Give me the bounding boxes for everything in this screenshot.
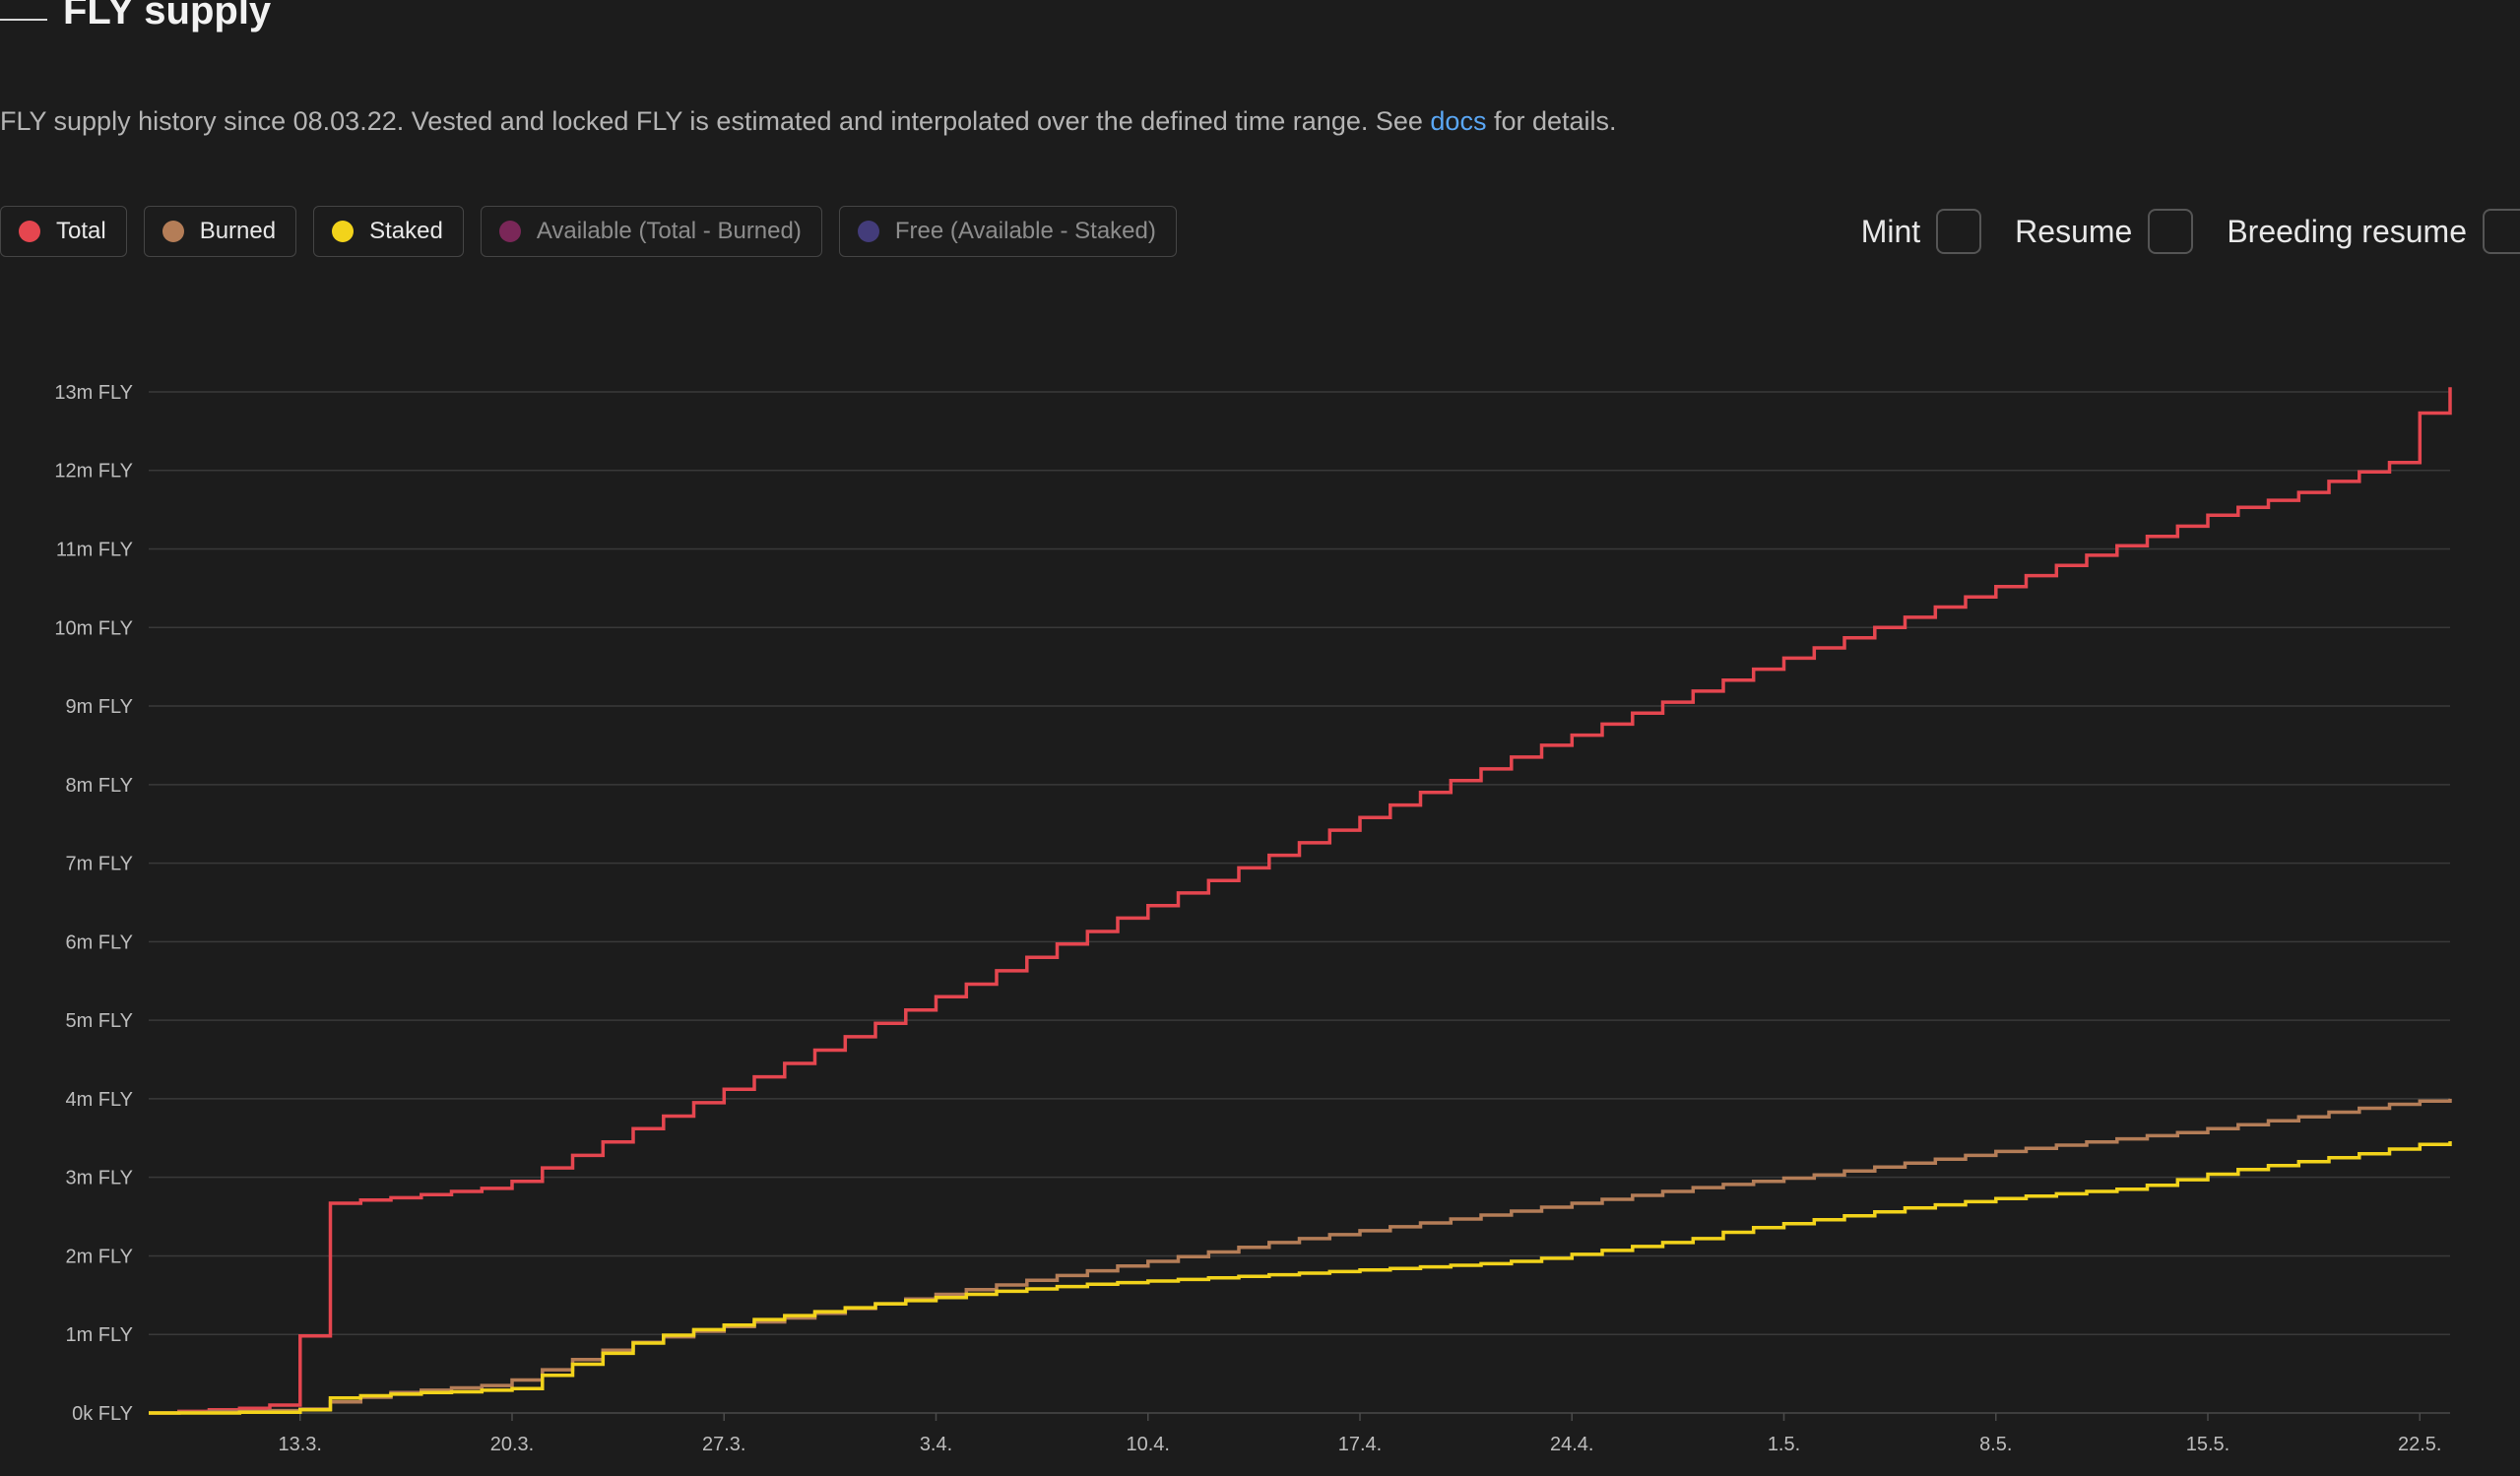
legend-dot-icon [857, 221, 879, 242]
x-tick-label: 1.5. [1768, 1434, 1800, 1455]
legend-label: Available (Total - Burned) [536, 218, 802, 244]
x-tick-label: 3.4. [920, 1434, 952, 1455]
series-line-total [149, 387, 2452, 1415]
x-tick-label: 8.5. [1979, 1434, 2012, 1455]
page-header: FLY supply [0, 0, 271, 39]
x-axis-ticks: 13.3. 20.3. 27.3. 3.4. 10.4. 17.4. 24.4. 1.5. 8.… [279, 1413, 2441, 1455]
event-toggles: Mint Resume Breeding resume [1861, 206, 2520, 257]
legend-dot-icon [162, 221, 184, 242]
y-tick-label: 1m FLY [65, 1324, 133, 1346]
series-line-staked [149, 1141, 2452, 1415]
y-tick-label: 3m FLY [65, 1168, 133, 1189]
mint-toggle-label: Mint [1860, 213, 1921, 249]
legend-label: Free (Available - Staked) [894, 218, 1156, 244]
resume-toggle-label: Resume [2015, 213, 2133, 249]
series-line-burned [149, 1098, 2452, 1415]
legend-toggle-burned[interactable]: Burned [143, 206, 297, 257]
chart-description: FLY supply history since 08.03.22. Veste… [0, 106, 1617, 137]
y-axis-ticks: 0k FLY 1m FLY 2m FLY 3m FLY 4m FLY 5m FLY 6m F… [54, 382, 133, 1425]
legend-toggle-staked[interactable]: Staked [313, 206, 464, 257]
description-text-end: for details. [1486, 106, 1617, 136]
legend-label: Total [56, 218, 106, 244]
y-tick-label: 7m FLY [65, 854, 133, 875]
legend-label: Burned [199, 218, 277, 244]
y-tick-label: 0k FLY [72, 1403, 133, 1425]
y-tick-label: 10m FLY [54, 617, 133, 639]
x-tick-label: 20.3. [490, 1434, 534, 1455]
grid-lines [149, 391, 2450, 1414]
breeding-resume-toggle-label: Breeding resume [2227, 213, 2467, 249]
legend-toggle-available[interactable]: Available (Total - Burned) [480, 206, 822, 257]
y-tick-label: 8m FLY [65, 775, 133, 797]
docs-link[interactable]: docs [1430, 106, 1487, 136]
y-tick-label: 11m FLY [56, 540, 133, 561]
y-tick-label: 4m FLY [65, 1089, 133, 1111]
header-rule [0, 19, 47, 21]
legend-dot-icon [19, 221, 40, 242]
x-tick-label: 15.5. [2186, 1434, 2229, 1455]
y-tick-label: 5m FLY [65, 1010, 133, 1032]
y-tick-label: 6m FLY [65, 931, 133, 953]
y-tick-label: 9m FLY [65, 696, 133, 718]
x-tick-label: 24.4. [1550, 1434, 1593, 1455]
x-tick-label: 13.3. [279, 1434, 322, 1455]
y-tick-label: 12m FLY [54, 461, 133, 482]
x-tick-label: 10.4. [1127, 1434, 1170, 1455]
y-tick-label: 2m FLY [65, 1246, 133, 1267]
description-text: FLY supply history since 08.03.22. Veste… [0, 106, 1431, 136]
legend-toggle-free[interactable]: Free (Available - Staked) [838, 206, 1177, 257]
legend-dot-icon [332, 221, 355, 242]
mint-checkbox[interactable] [1936, 209, 1982, 254]
x-tick-label: 27.3. [702, 1434, 745, 1455]
y-tick-label: 13m FLY [54, 382, 133, 404]
x-tick-label: 22.5. [2398, 1434, 2441, 1455]
legend-toggle-total[interactable]: Total [0, 206, 127, 257]
series-lines [149, 387, 2452, 1415]
resume-checkbox[interactable] [2148, 209, 2194, 254]
breeding-resume-checkbox[interactable] [2483, 209, 2520, 254]
x-tick-label: 17.4. [1338, 1434, 1382, 1455]
legend-label: Staked [369, 218, 443, 244]
legend-dot-icon [498, 221, 521, 242]
page-title: FLY supply [63, 0, 272, 32]
series-legend: Total Burned Staked Available (Total - B… [0, 206, 1177, 257]
